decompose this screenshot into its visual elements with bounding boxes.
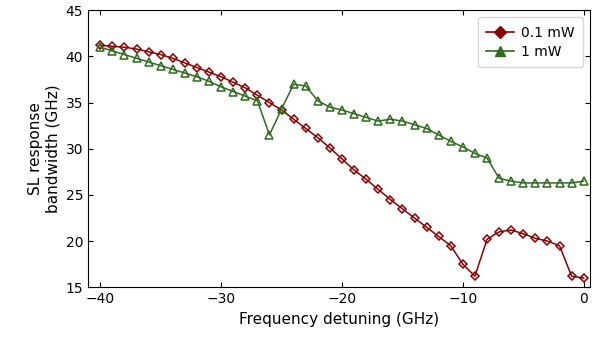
0.1 mW [362,177,370,181]
1 mW [145,60,152,64]
1 mW [544,181,551,185]
1 mW [157,64,164,68]
0.1 mW [254,93,261,97]
0.1 mW [580,276,587,280]
0.1 mW [97,43,104,48]
1 mW [278,107,285,111]
1 mW [350,111,358,116]
0.1 mW [532,236,539,240]
0.1 mW [508,228,515,232]
0.1 mW [193,65,201,69]
0.1 mW [399,207,406,211]
1 mW [97,45,104,49]
0.1 mW [326,146,334,150]
0.1 mW [544,239,551,243]
1 mW [241,94,249,98]
1 mW [338,108,345,112]
1 mW [302,84,309,88]
1 mW [556,181,563,185]
1 mW [375,119,382,123]
0.1 mW [133,47,140,51]
0.1 mW [338,157,345,161]
0.1 mW [157,53,164,57]
0.1 mW [145,50,152,54]
0.1 mW [387,197,394,201]
1 mW [266,133,273,137]
0.1 mW [121,45,128,49]
0.1 mW [206,70,213,74]
1 mW [387,117,394,121]
0.1 mW [109,44,116,48]
0.1 mW [411,216,418,220]
0.1 mW [314,136,322,140]
1 mW [326,105,334,109]
1 mW [435,133,443,137]
1 mW [423,127,430,131]
1 mW [218,85,225,89]
1 mW [230,90,237,94]
0.1 mW [471,274,478,278]
1 mW [471,151,478,155]
1 mW [314,99,322,103]
1 mW [459,145,466,149]
1 mW [121,53,128,57]
1 mW [109,49,116,53]
0.1 mW [266,101,273,105]
0.1 mW [181,61,188,65]
1 mW [411,123,418,127]
0.1 mW [290,117,297,121]
1 mW [362,115,370,119]
0.1 mW [447,244,454,248]
0.1 mW [556,244,563,248]
0.1 mW [375,187,382,192]
0.1 mW [459,262,466,266]
0.1 mW [496,230,503,234]
0.1 mW [278,108,285,112]
Line: 1 mW: 1 mW [97,43,587,187]
Legend: 0.1 mW, 1 mW: 0.1 mW, 1 mW [478,17,583,67]
1 mW [568,181,575,185]
1 mW [206,79,213,83]
0.1 mW [302,127,309,131]
1 mW [580,179,587,183]
1 mW [496,176,503,180]
1 mW [520,181,527,185]
0.1 mW [520,232,527,236]
0.1 mW [241,86,249,90]
0.1 mW [218,75,225,79]
Line: 0.1 mW: 0.1 mW [97,42,587,281]
0.1 mW [483,237,491,241]
0.1 mW [568,274,575,278]
1 mW [133,56,140,60]
1 mW [254,99,261,103]
1 mW [399,119,406,123]
0.1 mW [169,56,176,60]
1 mW [508,179,515,183]
1 mW [483,156,491,160]
1 mW [169,67,176,71]
1 mW [532,181,539,185]
0.1 mW [230,80,237,84]
X-axis label: Frequency detuning (GHz): Frequency detuning (GHz) [239,312,439,327]
1 mW [181,71,188,75]
1 mW [290,82,297,86]
Y-axis label: SL response
bandwidth (GHz): SL response bandwidth (GHz) [28,84,60,213]
0.1 mW [435,235,443,239]
0.1 mW [350,168,358,172]
1 mW [447,139,454,143]
0.1 mW [423,225,430,229]
1 mW [193,75,201,79]
